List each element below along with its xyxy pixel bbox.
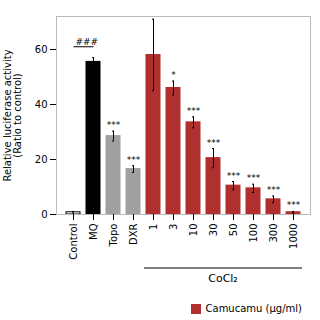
svg-text:20: 20 <box>35 154 48 165</box>
svg-text:***: *** <box>227 171 241 181</box>
svg-text:***: *** <box>207 138 221 148</box>
svg-text:###: ### <box>76 37 99 47</box>
svg-text:***: *** <box>187 106 201 116</box>
svg-text:*: * <box>171 70 176 80</box>
svg-text:***: *** <box>247 173 261 183</box>
svg-text:Control: Control <box>68 224 79 260</box>
svg-text:30: 30 <box>208 224 219 237</box>
svg-text:10: 10 <box>188 224 199 237</box>
svg-text:40: 40 <box>35 99 48 110</box>
svg-text:3: 3 <box>168 224 179 230</box>
svg-text:***: *** <box>127 155 141 165</box>
svg-text:0: 0 <box>41 209 47 220</box>
svg-text:MQ: MQ <box>88 223 99 240</box>
svg-text:300: 300 <box>268 224 279 243</box>
svg-text:1: 1 <box>148 224 159 230</box>
svg-text:DXR: DXR <box>128 223 139 245</box>
svg-text:***: *** <box>287 200 301 210</box>
svg-text:***: *** <box>267 185 281 195</box>
svg-text:Relative luciferase activity(R: Relative luciferase activity(Ratio to co… <box>2 49 23 181</box>
svg-text:***: *** <box>107 120 121 130</box>
svg-text:Topo: Topo <box>108 224 119 248</box>
svg-text:50: 50 <box>228 224 239 237</box>
svg-text:60: 60 <box>35 44 48 55</box>
html-text:Camucamu (μg/ml): Camucamu (μg/ml) <box>205 303 302 314</box>
svg-text:1000: 1000 <box>288 224 299 249</box>
svg-text:100: 100 <box>248 224 259 243</box>
svg-text:CoCl₂: CoCl₂ <box>208 272 238 285</box>
